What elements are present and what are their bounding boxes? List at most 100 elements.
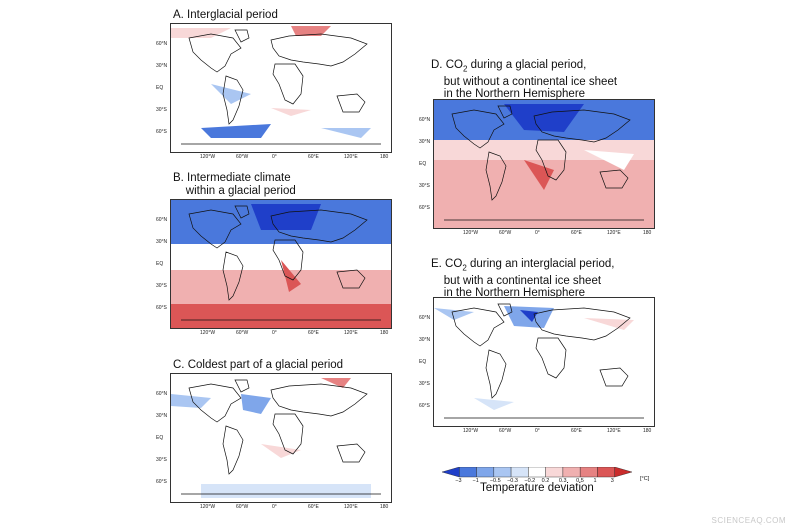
lat-tick-label: EQ	[419, 359, 427, 365]
coastline	[485, 349, 507, 399]
lon-tick-label: 60°W	[499, 230, 512, 236]
lat-tick-label: 30°S	[156, 107, 167, 113]
lat-tick-label: 60°N	[156, 41, 168, 47]
colorbar-tick-label: −1	[472, 478, 479, 484]
lon-tick-label: 0°	[272, 154, 277, 160]
map-svg	[171, 26, 381, 145]
colorbar	[437, 466, 637, 486]
temperature-anomaly-region	[261, 444, 301, 458]
coastline	[270, 383, 368, 417]
lat-tick-label: 30°N	[156, 413, 168, 419]
coastline	[533, 307, 631, 341]
colorbar-tick-label: 3	[610, 478, 614, 484]
lon-tick-label: 120°E	[344, 330, 358, 336]
lon-tick-label: 120°E	[344, 154, 358, 160]
lon-tick-label: 60°W	[236, 504, 249, 510]
lon-tick-label: 180	[643, 230, 652, 236]
coastline	[497, 303, 513, 317]
panel-c-title: C. Coldest part of a glacial period	[173, 359, 344, 371]
coastline	[234, 205, 250, 219]
coastline	[270, 209, 368, 243]
panel-e-title: E. CO2 during an interglacial period, bu…	[431, 258, 615, 300]
lon-tick-label: 120°W	[200, 330, 216, 336]
temperature-anomaly-region	[321, 378, 351, 388]
lon-tick-label: 60°E	[571, 428, 582, 434]
lon-tick-label: 180	[380, 330, 389, 336]
lon-tick-label: 180	[643, 428, 652, 434]
coastline	[336, 93, 366, 113]
temperature-anomaly-region	[171, 270, 391, 304]
coastline	[599, 169, 629, 189]
colorbar-segment	[528, 466, 546, 478]
lat-tick-label: 30°N	[156, 63, 168, 69]
colorbar-title: Temperature deviation	[480, 482, 594, 494]
temperature-anomaly-region	[474, 398, 514, 410]
colorbar-segment	[493, 466, 512, 478]
map-svg	[434, 303, 644, 419]
lat-tick-label: 30°N	[156, 239, 168, 245]
temperature-anomaly-region	[584, 318, 634, 330]
lat-tick-label: EQ	[156, 261, 164, 267]
coastline	[485, 151, 507, 201]
watermark: SCIENCEAQ.COM	[711, 516, 786, 525]
temperature-anomaly-region	[171, 28, 231, 38]
lon-tick-label: 120°W	[463, 428, 479, 434]
temperature-anomaly-region	[291, 26, 331, 36]
lat-tick-label: 60°S	[156, 305, 167, 311]
coastline	[336, 269, 366, 289]
lat-tick-label: EQ	[156, 85, 164, 91]
temperature-anomaly-region	[434, 308, 474, 320]
lon-tick-label: 120°E	[607, 230, 621, 236]
coastline	[270, 33, 368, 67]
coastline	[234, 379, 250, 393]
colorbar-segment	[579, 466, 598, 478]
lat-tick-label: 60°S	[419, 403, 430, 409]
lon-tick-label: 60°E	[308, 330, 319, 336]
colorbar-tick-label: 0.3	[558, 478, 567, 484]
lon-tick-label: 0°	[272, 504, 277, 510]
lat-tick-label: 30°S	[419, 183, 430, 189]
lon-tick-label: 60°E	[308, 504, 319, 510]
colorbar-tick-label: −0.2	[524, 478, 536, 484]
lat-tick-label: EQ	[156, 435, 164, 441]
lat-tick-label: 60°N	[156, 391, 168, 397]
colorbar-segment	[614, 466, 633, 478]
temperature-anomaly-region	[171, 304, 391, 328]
temperature-anomaly-region	[171, 394, 211, 408]
lon-tick-label: 60°E	[308, 154, 319, 160]
temperature-anomaly-region	[584, 150, 634, 170]
lat-tick-label: 30°S	[419, 381, 430, 387]
panel-b-map	[170, 199, 392, 329]
colorbar-scale	[441, 466, 633, 478]
lon-tick-label: 120°W	[463, 230, 479, 236]
temperature-anomaly-region	[271, 108, 311, 116]
lat-tick-label: 60°N	[156, 217, 168, 223]
temperature-anomaly-region	[524, 160, 554, 190]
lat-tick-label: EQ	[419, 161, 427, 167]
colorbar-tick-label: −0.3	[507, 478, 518, 484]
coastline	[535, 139, 567, 181]
panel-d-title: D. CO2 during a glacial period, but with…	[431, 59, 618, 101]
lon-tick-label: 60°W	[236, 154, 249, 160]
coastline	[272, 239, 304, 281]
panel-b-title: B. Intermediate climate within a glacial…	[173, 172, 296, 197]
lon-tick-label: 0°	[535, 428, 540, 434]
coastline	[222, 251, 244, 301]
panel-a-title: A. Interglacial period	[173, 9, 278, 21]
lon-tick-label: 120°E	[344, 504, 358, 510]
panel-e-map	[433, 297, 655, 427]
lat-tick-label: 60°S	[156, 479, 167, 485]
coastline	[222, 75, 244, 125]
lon-tick-label: 60°W	[236, 330, 249, 336]
temperature-anomaly-region	[171, 244, 391, 270]
lat-tick-label: 30°N	[419, 337, 431, 343]
temperature-anomaly-region	[241, 394, 271, 414]
colorbar-unit: [°C]	[640, 476, 650, 482]
coastline	[451, 109, 505, 149]
lat-tick-label: 60°S	[419, 205, 430, 211]
lon-tick-label: 60°E	[571, 230, 582, 236]
lon-tick-label: 60°W	[499, 428, 512, 434]
lat-tick-label: 60°S	[156, 129, 167, 135]
lat-tick-label: 30°S	[156, 283, 167, 289]
coastline	[451, 307, 505, 347]
